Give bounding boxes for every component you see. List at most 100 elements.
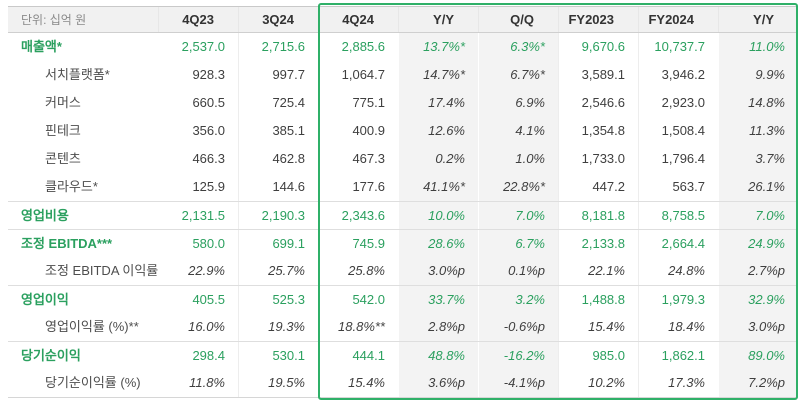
- table-cell: 2.8%p: [398, 313, 478, 341]
- table-cell: 18.8%**: [318, 313, 398, 341]
- table-cell: 444.1: [318, 342, 398, 369]
- table-cell: 22.8%*: [478, 173, 558, 201]
- row-label: 영업이익: [21, 292, 69, 307]
- column-header-qoq: Q/Q: [478, 7, 558, 32]
- table-cell: 11.3%: [718, 117, 798, 145]
- table-cell: 660.5: [192, 95, 225, 110]
- table-cell: 15.4%: [318, 369, 398, 397]
- table-cell: 2,537.0: [181, 39, 225, 54]
- table-cell: 17.3%: [638, 369, 718, 397]
- table-cell: 466.3: [192, 151, 225, 166]
- table-cell: 1,508.4: [638, 117, 718, 145]
- table-cell: 144.6: [238, 173, 318, 201]
- table-cell: 525.3: [238, 286, 318, 313]
- table-cell: 447.2: [558, 173, 638, 201]
- table-cell: 580.0: [192, 236, 225, 251]
- table-row: 서치플랫폼* 928.3 997.7 1,064.7 14.7%* 6.7%* 3,589…: [8, 61, 798, 89]
- table-cell: 1,979.3: [638, 286, 718, 313]
- table-row: 영업비용 2,131.5 2,190.3 2,343.6 10.0% 7.0% 8,181…: [8, 201, 798, 229]
- table-cell: 22.9%: [188, 263, 225, 278]
- table-cell: 563.7: [638, 173, 718, 201]
- table-cell: 48.8%: [398, 342, 478, 369]
- table-cell: 24.9%: [718, 230, 798, 257]
- table-cell: 13.7%*: [398, 33, 478, 61]
- table-cell: 0.1%p: [478, 257, 558, 285]
- row-label: 영업비용: [21, 208, 69, 223]
- table-cell: 745.9: [318, 230, 398, 257]
- row-label: 클라우드*: [45, 179, 98, 194]
- column-header-yoy-q: Y/Y: [398, 7, 478, 32]
- row-label: 서치플랫폼*: [45, 67, 110, 82]
- table-row: 조정 EBITDA 이익률 (%) 22.9% 25.7%25.8%3.0%p0.…: [8, 257, 798, 285]
- table-row: 매출액* 2,537.0 2,715.6 2,885.6 13.7%* 6.3%* 9,6…: [8, 33, 798, 61]
- table-cell: 2,133.8: [558, 230, 638, 257]
- table-cell: 775.1: [318, 89, 398, 117]
- table-cell: 699.1: [238, 230, 318, 257]
- row-label: 당기순이익: [21, 348, 81, 363]
- table-cell: 7.2%p: [718, 369, 798, 397]
- table-cell: 725.4: [238, 89, 318, 117]
- row-label: 당기순이익률 (%): [45, 375, 141, 390]
- table-cell: 1,796.4: [638, 145, 718, 173]
- table-cell: 1,862.1: [638, 342, 718, 369]
- table-cell: -4.1%p: [478, 369, 558, 397]
- table-cell: 298.4: [192, 348, 225, 363]
- table-row: 영업이익률 (%)** 16.0% 19.3% 18.8%** 2.8%p -0.6%p…: [8, 313, 798, 341]
- table-cell: 0.2%: [398, 145, 478, 173]
- table-row: 당기순이익률 (%) 11.8% 19.5% 15.4% 3.6%p -4.1%p 10.…: [8, 369, 798, 397]
- table-cell: 6.7%: [478, 230, 558, 257]
- table-cell: 10,737.7: [638, 33, 718, 61]
- table-cell: 9,670.6: [558, 33, 638, 61]
- table-cell: 26.1%: [718, 173, 798, 201]
- column-header-fy2024: FY2024: [638, 7, 718, 32]
- row-label: 조정 EBITDA 이익률 (%): [45, 263, 158, 278]
- table-cell: 2,715.6: [238, 33, 318, 61]
- table-cell: 28.6%: [398, 230, 478, 257]
- table-cell: 6.9%: [478, 89, 558, 117]
- table-cell: 1,064.7: [318, 61, 398, 89]
- unit-label: 단위: 십억 원: [21, 13, 87, 27]
- row-label: 조정 EBITDA***: [21, 236, 113, 251]
- table-cell: 11.8%: [189, 375, 225, 390]
- table-cell: 1.0%: [478, 145, 558, 173]
- table-cell: 18.4%: [638, 313, 718, 341]
- row-label: 커머스: [45, 95, 81, 110]
- column-header-4q24: 4Q24: [318, 7, 398, 32]
- table-cell: 400.9: [318, 117, 398, 145]
- earnings-table: 단위: 십억 원 4Q23 3Q24 4Q24 Y/Y Q/Q FY2023 F…: [8, 3, 798, 400]
- table-cell: 17.4%: [398, 89, 478, 117]
- table-cell: -16.2%: [478, 342, 558, 369]
- table-header-row: 단위: 십억 원 4Q23 3Q24 4Q24 Y/Y Q/Q FY2023 F…: [8, 6, 798, 33]
- table-cell: 177.6: [318, 173, 398, 201]
- row-label: 매출액*: [21, 39, 62, 54]
- table-cell: 14.7%*: [398, 61, 478, 89]
- table-cell: 22.1%: [558, 257, 638, 285]
- table-cell: 3.0%p: [718, 313, 798, 341]
- table-cell: 32.9%: [718, 286, 798, 313]
- table-cell: 3.2%: [478, 286, 558, 313]
- table-cell: 7.0%: [478, 202, 558, 229]
- table-cell: 3,946.2: [638, 61, 718, 89]
- table-cell: 6.7%*: [478, 61, 558, 89]
- table-cell: 4.1%: [478, 117, 558, 145]
- table-cell: 985.0: [558, 342, 638, 369]
- table-row: 영업이익 405.5 525.3 542.0 33.7% 3.2% 1,488.8 1,97…: [8, 285, 798, 313]
- table-row: 당기순이익 298.4 530.1 444.1 48.8% -16.2% 985.0 1,8…: [8, 341, 798, 369]
- table-cell: 25.8%: [318, 257, 398, 285]
- table-cell: 1,733.0: [558, 145, 638, 173]
- table-body: 매출액* 2,537.0 2,715.6 2,885.6 13.7%* 6.3%* 9,6…: [8, 33, 798, 398]
- table-cell: 6.3%*: [478, 33, 558, 61]
- row-label: 영업이익률 (%)**: [45, 319, 139, 334]
- table-row: 핀테크 356.0 385.1 400.9 12.6% 4.1% 1,354.8 1,508…: [8, 117, 798, 145]
- table-row: 커머스 660.5 725.4 775.1 17.4% 6.9% 2,546.6 2,923…: [8, 89, 798, 117]
- table-cell: 10.2%: [558, 369, 638, 397]
- table-cell: 2,664.4: [638, 230, 718, 257]
- table-cell: 7.0%: [718, 202, 798, 229]
- table-cell: 1,488.8: [558, 286, 638, 313]
- table-cell: 14.8%: [718, 89, 798, 117]
- table-cell: 2,546.6: [558, 89, 638, 117]
- row-label: 핀테크: [45, 123, 81, 138]
- table-cell: 24.8%: [638, 257, 718, 285]
- table-cell: 3.0%p: [398, 257, 478, 285]
- table-cell: 405.5: [192, 292, 225, 307]
